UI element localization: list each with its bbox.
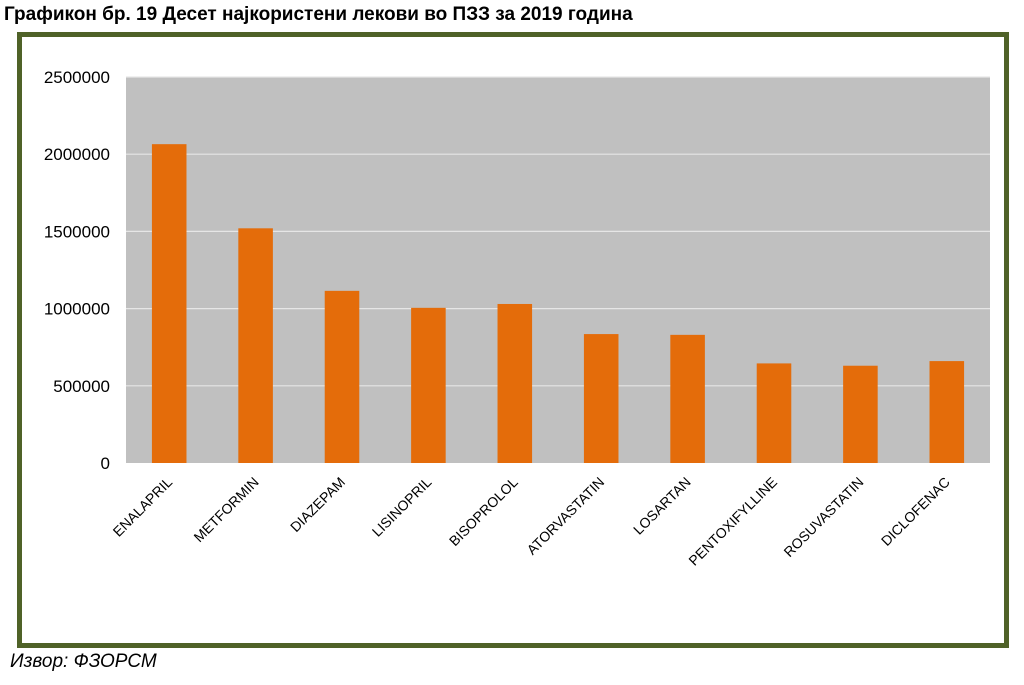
y-tick-label: 2500000 — [44, 68, 110, 87]
x-tick-label: ENALAPRIL — [110, 474, 176, 540]
bar — [238, 228, 273, 463]
bar — [756, 363, 792, 463]
bar — [411, 307, 446, 463]
bar — [583, 334, 619, 463]
x-tick-label: DICLOFENAC — [878, 474, 953, 549]
source-note: Извор: ФЗОРСМ — [10, 651, 157, 672]
y-tick-label: 1500000 — [44, 222, 110, 241]
bar — [843, 365, 878, 463]
page-title: Графикон бр. 19 Десет најкористени леков… — [4, 4, 633, 25]
bar — [497, 303, 533, 463]
x-tick-label: DIAZEPAM — [287, 474, 348, 535]
bar — [670, 334, 705, 463]
x-tick-label: PENTOXIFYLLINE — [685, 474, 780, 569]
x-tick-label: LISINOPRIL — [369, 474, 435, 540]
x-tick-label: BISOPROLOL — [446, 474, 521, 549]
bar — [929, 361, 965, 463]
x-tick-label: ROSUVASTATIN — [780, 474, 866, 560]
x-tick-label: ATORVASTATIN — [523, 474, 607, 558]
x-tick-label: LOSARTAN — [630, 474, 694, 538]
y-tick-label: 500000 — [53, 377, 110, 396]
y-tick-label: 0 — [101, 454, 110, 473]
x-tick-label: METFORMIN — [190, 474, 261, 545]
y-tick-label: 1000000 — [44, 300, 110, 319]
bar — [324, 290, 360, 463]
bar — [151, 144, 187, 463]
y-tick-label: 2000000 — [44, 145, 110, 164]
